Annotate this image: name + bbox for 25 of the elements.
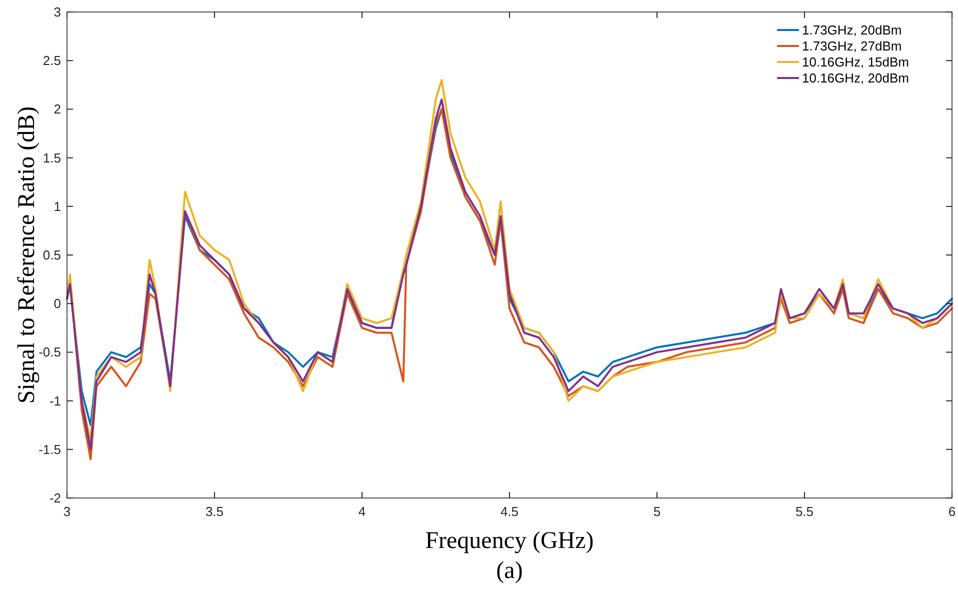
x-tick-label: 4 [358,504,366,519]
x-tick-label: 3.5 [205,504,224,519]
legend-label: 10.16GHz, 20dBm [802,70,909,86]
y-tick-label: 2.5 [42,53,61,68]
y-tick-label: -2 [49,490,61,506]
legend-label: 1.73GHz, 27dBm [802,38,902,54]
y-tick-label: 0 [54,296,61,312]
y-tick-label: -1 [49,393,61,408]
x-tick-label: 3 [63,504,71,519]
x-tick-label: 4.5 [500,504,519,519]
x-axis-title: Frequency (GHz) [425,528,594,554]
x-tick-label: 6 [948,504,956,519]
legend-label: 1.73GHz, 20dBm [802,22,902,38]
text: (a) [496,558,523,584]
y-tick-label: -0.5 [38,344,61,360]
y-tick-label: 0.5 [42,248,61,262]
y-tick-label: 2 [54,102,61,117]
y-tick-label: -1.5 [38,442,61,457]
y-tick-label: 3 [54,4,61,20]
y-axis-title: Signal to Reference Ratio (dB) [14,106,40,404]
x-tick-label: 5 [653,504,661,519]
legend-label: 10.16GHz, 15dBm [802,54,909,70]
y-tick-label: 1.5 [42,150,61,166]
x-tick-label: 5.5 [795,504,814,519]
y-tick-label: 1 [54,198,61,214]
